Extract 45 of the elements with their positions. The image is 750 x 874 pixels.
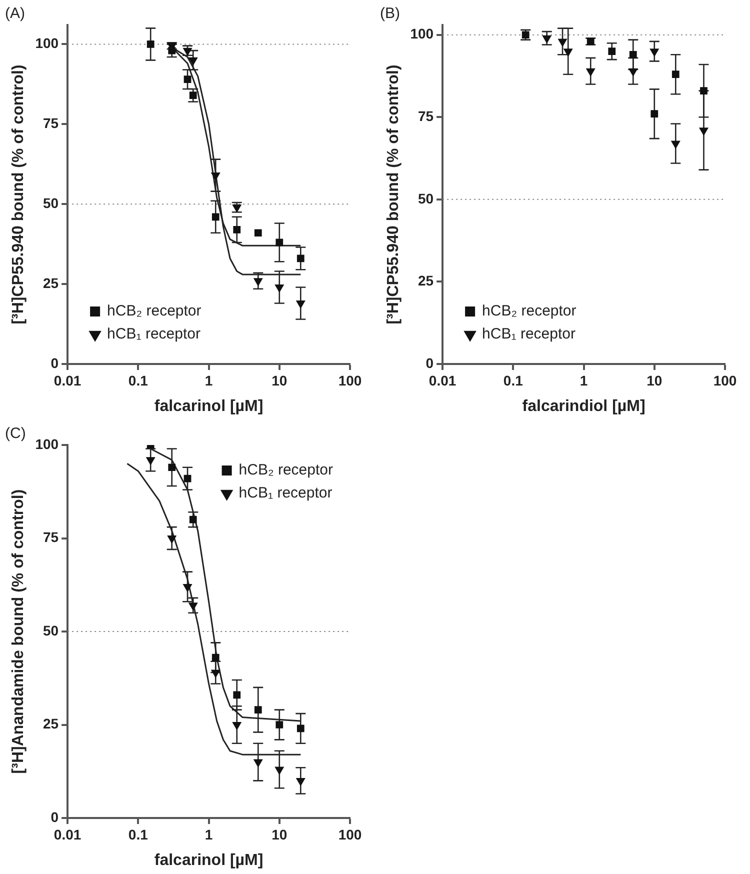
y-tick-label: 0 [426,354,434,371]
chart-title: (C) [5,425,26,442]
x-axis-title: falcarinol [µM] [154,398,264,415]
x-tick-label: 10 [646,372,662,388]
x-tick-label: 0.1 [128,826,148,842]
y-tick-label: 75 [42,115,59,131]
x-tick-label: 1 [204,826,213,842]
x-tick-label: 0.1 [128,372,148,388]
y-tick-label: 25 [42,274,59,291]
y-tick-label: 25 [418,272,434,289]
legend-label: hCB₂ receptor [238,462,334,479]
legend-label: hCB₂ receptor [107,302,202,320]
chart-title: (A) [5,5,25,22]
x-tick-label: 1 [580,372,588,388]
y-tick-label: 50 [42,622,59,638]
x-tick-label: 0.01 [54,372,82,388]
y-tick-label: 75 [42,529,59,546]
y-tick-label: 0 [50,354,59,371]
x-tick-label: 100 [713,372,737,388]
y-axis-title: [³H]Anandamide bound (% of control) [10,489,28,774]
x-tick-label: 10 [272,372,288,388]
legend-label: hCB₁ receptor [482,326,576,343]
chart-title: (B) [380,5,400,22]
y-tick-label: 100 [35,35,59,52]
x-tick-label: 10 [272,826,288,842]
x-tick-label: 0.01 [428,372,456,388]
legend-label: hCB₁ receptor [238,484,332,502]
y-tick-label: 25 [42,716,59,732]
x-tick-label: 0.1 [503,372,524,388]
y-axis-title: [³H]CP55.940 bound (% of control) [385,64,402,324]
x-tick-label: 100 [338,826,362,842]
y-tick-label: 100 [410,26,434,42]
legend-label: hCB₁ receptor [107,326,200,343]
y-tick-label: 100 [35,436,59,452]
y-tick-label: 50 [418,190,434,206]
y-tick-label: 50 [42,194,59,211]
y-tick-label: 75 [418,108,434,124]
x-axis-title: falcarinol [µM] [154,852,264,869]
x-axis-title: falcarindiol [µM] [522,398,646,415]
legend-label: hCB₂ receptor [482,302,576,320]
y-axis-title: [³H]CP55.940 bound (% of control) [10,64,28,324]
y-tick-label: 0 [50,808,59,825]
x-tick-label: 100 [338,372,362,388]
x-tick-label: 1 [204,372,213,388]
x-tick-label: 0.01 [54,826,82,842]
